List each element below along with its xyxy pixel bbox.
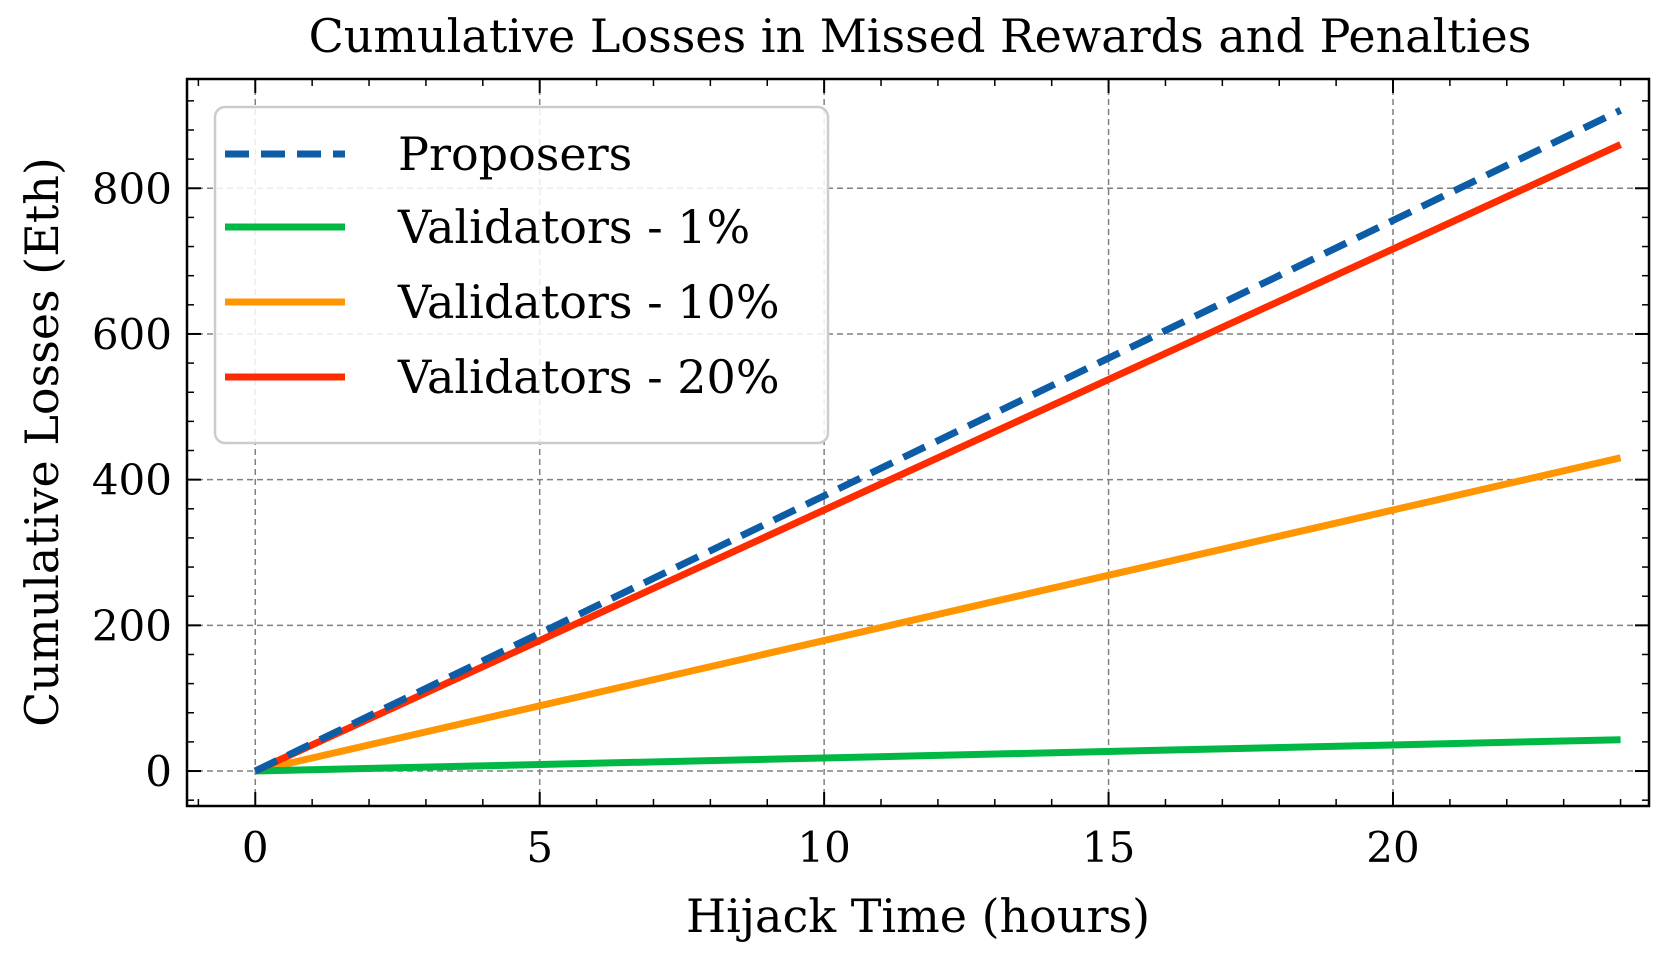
series-line-2	[254, 454, 1622, 775]
x-tick-label: 5	[526, 823, 553, 872]
series-lines	[253, 107, 1623, 775]
legend: Proposers Validators - 1% Validators - 10%…	[213, 105, 830, 445]
x-tick-label: 20	[1366, 823, 1419, 872]
legend-label: Proposers	[398, 127, 632, 181]
x-tick-label: 15	[1082, 823, 1135, 872]
series-line-3	[253, 141, 1623, 775]
legend-frame	[213, 105, 830, 445]
y-tick-label: 800	[92, 164, 172, 213]
series-line-0	[253, 107, 1623, 775]
legend-label: Validators - 10%	[397, 275, 780, 329]
y-axis-label: Cumulative Losses (Eth)	[15, 157, 69, 727]
y-tick-label: 400	[92, 456, 172, 505]
y-tick-label: 200	[92, 601, 172, 650]
series-line-1	[255, 736, 1621, 775]
chart-title: Cumulative Losses in Missed Rewards and …	[309, 9, 1532, 63]
legend-label: Validators - 20%	[397, 350, 780, 404]
x-tick-label: 0	[242, 823, 269, 872]
y-tick-label: 600	[92, 310, 172, 359]
x-tick-label: 10	[797, 823, 850, 872]
legend-label: Validators - 1%	[397, 200, 750, 254]
x-axis-label: Hijack Time (hours)	[686, 889, 1150, 943]
y-tick-label: 0	[145, 747, 172, 796]
plot-frame	[185, 77, 1651, 808]
